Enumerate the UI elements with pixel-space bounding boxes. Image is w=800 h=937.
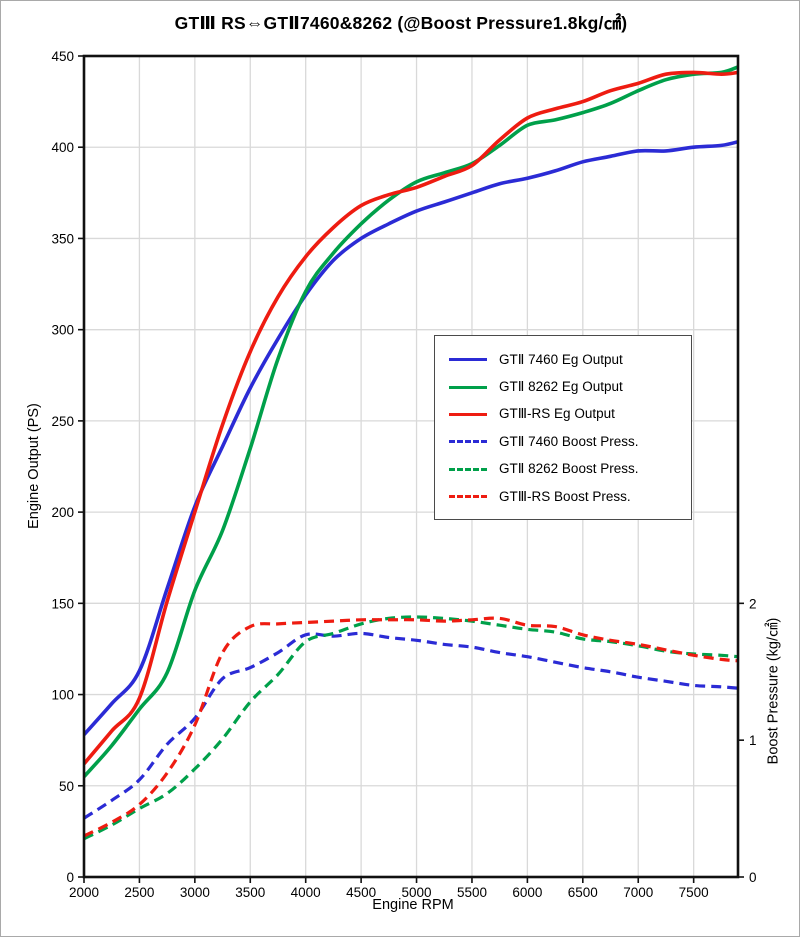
series-line-0-solid bbox=[83, 139, 739, 736]
tick-label-yl-150: 150 bbox=[51, 596, 74, 611]
series-line-1-solid bbox=[83, 65, 739, 778]
y-axis-right-label: Boost Pressure (kg/㎠) bbox=[765, 617, 782, 765]
legend-item-gtii-8262-output: GTⅡ 8262 Eg Output bbox=[435, 373, 691, 400]
tick-label-yr-2: 2 bbox=[749, 596, 757, 611]
legend-item-gtiii-rs-boost: GTⅢ-RS Boost Press. bbox=[435, 483, 691, 510]
tick-label-yr-0: 0 bbox=[749, 870, 757, 885]
tick-label-x-4500: 4500 bbox=[346, 885, 376, 900]
tick-label-yr-1: 1 bbox=[749, 733, 757, 748]
x-axis-label: Engine RPM bbox=[372, 897, 454, 913]
series-line-4-dashed bbox=[83, 615, 739, 841]
legend-label: GTⅡ 8262 Boost Press. bbox=[499, 461, 639, 477]
tick-label-yl-450: 450 bbox=[51, 49, 74, 64]
tick-label-x-3500: 3500 bbox=[235, 885, 265, 900]
tick-label-yl-350: 350 bbox=[51, 231, 74, 246]
series-line-2-solid bbox=[83, 70, 739, 766]
legend-label: GTⅡ 7460 Boost Press. bbox=[499, 433, 639, 449]
legend-line-sample bbox=[449, 385, 487, 389]
tick-label-x-5000: 5000 bbox=[402, 885, 432, 900]
tick-label-x-2000: 2000 bbox=[69, 885, 99, 900]
tick-label-x-5500: 5500 bbox=[457, 885, 487, 900]
legend-line-sample bbox=[449, 495, 487, 499]
tick-label-yl-0: 0 bbox=[66, 870, 74, 885]
tick-label-yl-300: 300 bbox=[51, 323, 74, 338]
tick-label-x-4000: 4000 bbox=[291, 885, 321, 900]
tick-label-yl-50: 50 bbox=[59, 779, 74, 794]
legend-item-gtii-7460-boost: GTⅡ 7460 Boost Press. bbox=[435, 428, 691, 455]
legend-line-sample bbox=[449, 412, 487, 416]
tick-label-x-3000: 3000 bbox=[180, 885, 210, 900]
tick-label-yl-100: 100 bbox=[51, 688, 74, 703]
tick-label-x-7500: 7500 bbox=[679, 885, 709, 900]
legend-label: GTⅢ-RS Eg Output bbox=[499, 406, 615, 422]
legend-item-gtii-7460-output: GTⅡ 7460 Eg Output bbox=[435, 346, 691, 373]
tick-label-x-7000: 7000 bbox=[623, 885, 653, 900]
legend-item-gtiii-rs-output: GTⅢ-RS Eg Output bbox=[435, 401, 691, 428]
tick-label-yl-250: 250 bbox=[51, 414, 74, 429]
legend-item-gtii-8262-boost: GTⅡ 8262 Boost Press. bbox=[435, 456, 691, 483]
legend-label: GTⅢ-RS Boost Press. bbox=[499, 488, 631, 504]
axes-frame bbox=[82, 54, 740, 879]
series-line-3-dashed bbox=[83, 631, 739, 820]
y-axis-left-label: Engine Output (PS) bbox=[26, 403, 42, 529]
legend-line-sample bbox=[449, 467, 487, 471]
tick-label-x-6000: 6000 bbox=[512, 885, 542, 900]
legend-label: GTⅡ 8262 Eg Output bbox=[499, 379, 623, 395]
tick-label-yl-400: 400 bbox=[51, 140, 74, 155]
tick-label-x-2500: 2500 bbox=[124, 885, 154, 900]
legend-line-sample bbox=[449, 440, 487, 444]
tick-label-yl-200: 200 bbox=[51, 505, 74, 520]
chart-title: GTⅢ RS⇔GTⅡ7460&8262 (@Boost Pressure1.8k… bbox=[174, 13, 628, 33]
legend: GTⅡ 7460 Eg Output GTⅡ 8262 Eg Output GT… bbox=[434, 335, 692, 521]
legend-line-sample bbox=[449, 358, 487, 362]
tick-label-x-6500: 6500 bbox=[568, 885, 598, 900]
legend-label: GTⅡ 7460 Eg Output bbox=[499, 351, 623, 367]
series-line-5-dashed bbox=[83, 616, 739, 838]
